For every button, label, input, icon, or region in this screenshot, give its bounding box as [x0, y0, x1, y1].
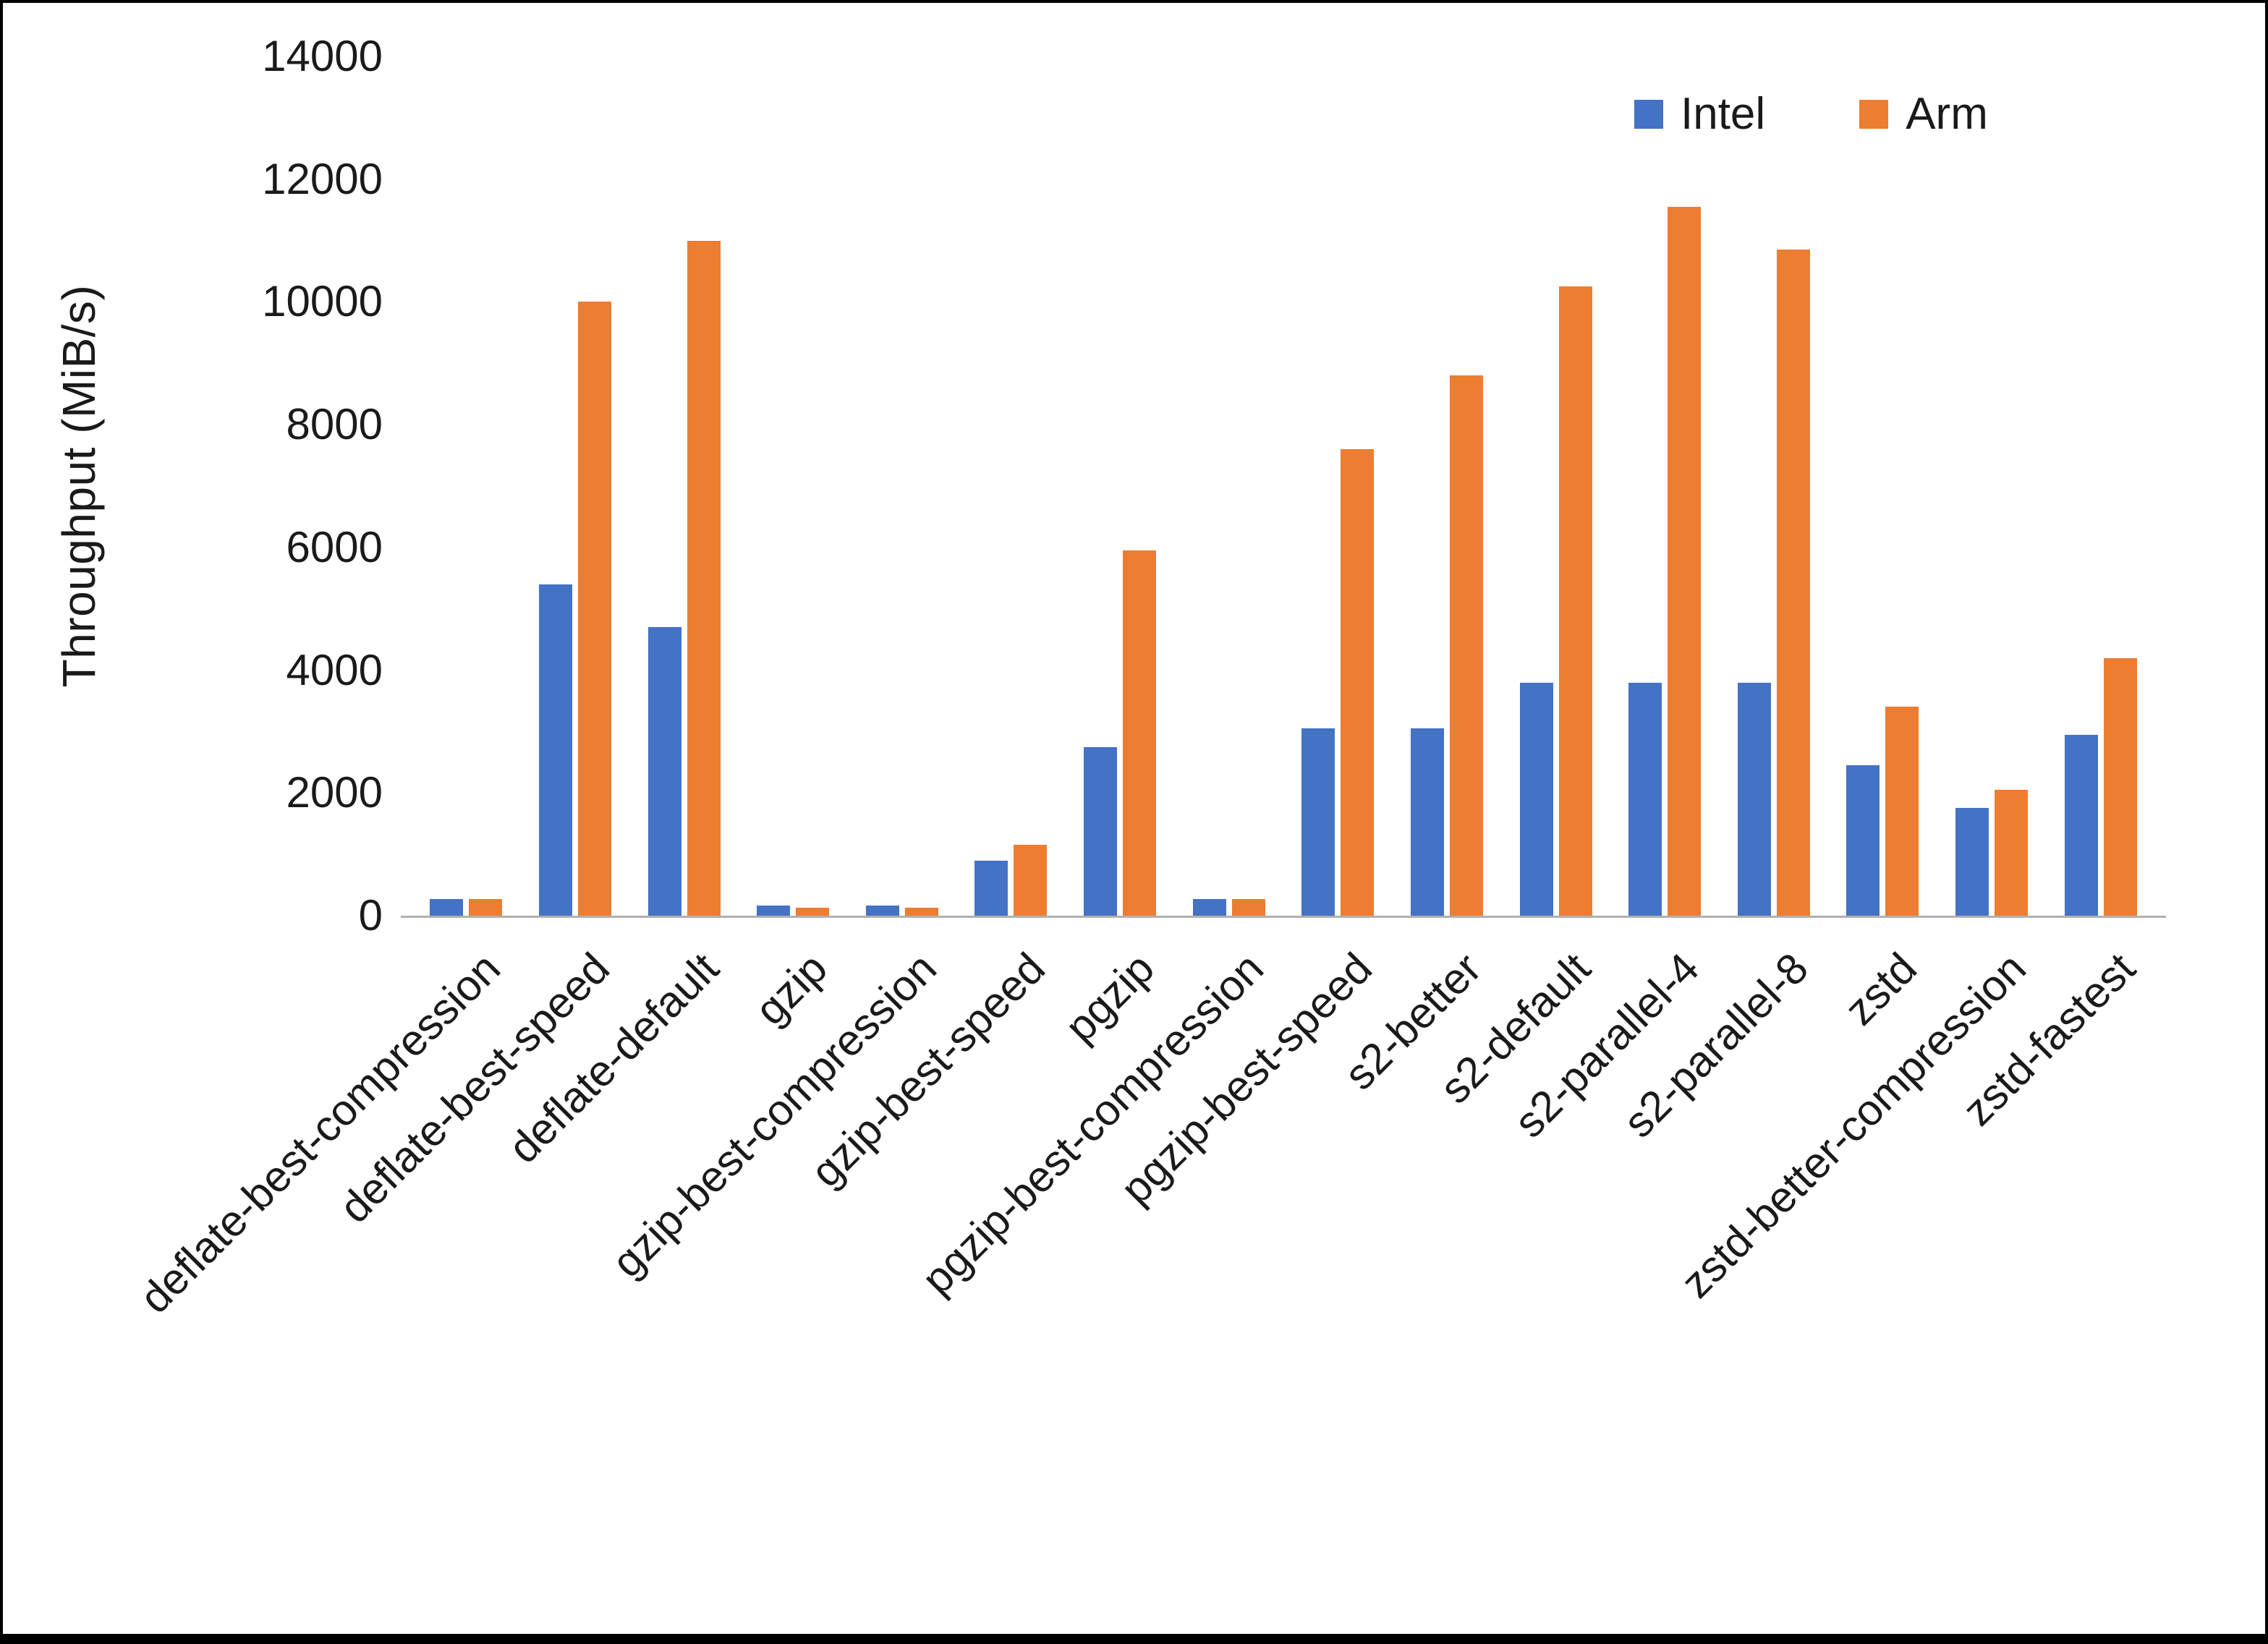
bar-intel-deflate-best-compression	[430, 899, 463, 916]
x-tick-label-zstd: zstd	[1835, 943, 1927, 1034]
bar-intel-gzip	[757, 906, 790, 916]
bar-arm-pgzip-best-compression	[1232, 899, 1265, 916]
bar-arm-deflate-default	[687, 241, 721, 916]
bar-intel-s2-parallel-4	[1628, 683, 1662, 916]
y-tick-label: 8000	[286, 400, 383, 449]
bar-intel-pgzip-best-speed	[1301, 728, 1335, 916]
y-tick-label: 0	[358, 891, 383, 940]
plot-area: 0 2000 4000 6000 8000 10000 12000 14000 deflate-…	[3, 3, 2265, 1634]
bar-intel-s2-parallel-8	[1738, 683, 1771, 916]
y-tick-label: 10000	[262, 277, 383, 326]
bar-arm-gzip-best-speed	[1014, 845, 1047, 916]
bar-intel-zstd-better-compression	[1955, 808, 1989, 916]
x-axis-line	[401, 916, 2166, 918]
y-tick-label: 2000	[286, 768, 383, 817]
bar-intel-pgzip	[1084, 747, 1117, 916]
bar-arm-deflate-best-speed	[578, 302, 611, 916]
bar-intel-gzip-best-compression	[866, 906, 899, 916]
bar-intel-pgzip-best-compression	[1193, 899, 1226, 916]
bar-intel-s2-default	[1520, 683, 1553, 916]
y-tick-label: 6000	[286, 522, 383, 571]
bar-intel-zstd-fastest	[2065, 735, 2098, 916]
bar-arm-pgzip-best-speed	[1341, 449, 1374, 916]
legend-item-intel: Intel	[1634, 88, 1765, 140]
bar-arm-s2-default	[1559, 286, 1592, 916]
bar-intel-gzip-best-speed	[974, 861, 1008, 916]
bar-intel-s2-better	[1411, 728, 1444, 916]
bar-arm-s2-better	[1450, 375, 1483, 916]
legend: Intel Arm	[1634, 88, 1988, 140]
bar-intel-deflate-best-speed	[539, 584, 572, 916]
legend-label-arm: Arm	[1906, 89, 1988, 139]
bar-arm-zstd-better-compression	[1995, 790, 2028, 916]
bar-arm-zstd	[1885, 707, 1919, 916]
bar-arm-s2-parallel-4	[1668, 207, 1701, 916]
y-tick-label: 12000	[262, 154, 383, 203]
legend-swatch-intel	[1634, 99, 1663, 129]
legend-label-intel: Intel	[1681, 89, 1766, 139]
bar-intel-zstd	[1846, 765, 1880, 916]
x-tick-label-gzip: gzip	[746, 943, 837, 1034]
bar-arm-pgzip	[1123, 550, 1156, 916]
bar-arm-s2-parallel-8	[1777, 250, 1810, 916]
bar-arm-gzip	[796, 908, 829, 916]
bar-arm-zstd-fastest	[2104, 658, 2137, 916]
bar-intel-deflate-default	[648, 627, 681, 916]
legend-swatch-arm	[1859, 99, 1889, 129]
y-tick-label: 14000	[262, 32, 383, 80]
bar-arm-gzip-best-compression	[905, 908, 938, 916]
bar-arm-deflate-best-compression	[469, 899, 502, 916]
legend-item-arm: Arm	[1859, 88, 1988, 140]
y-tick-label: 4000	[286, 645, 383, 694]
